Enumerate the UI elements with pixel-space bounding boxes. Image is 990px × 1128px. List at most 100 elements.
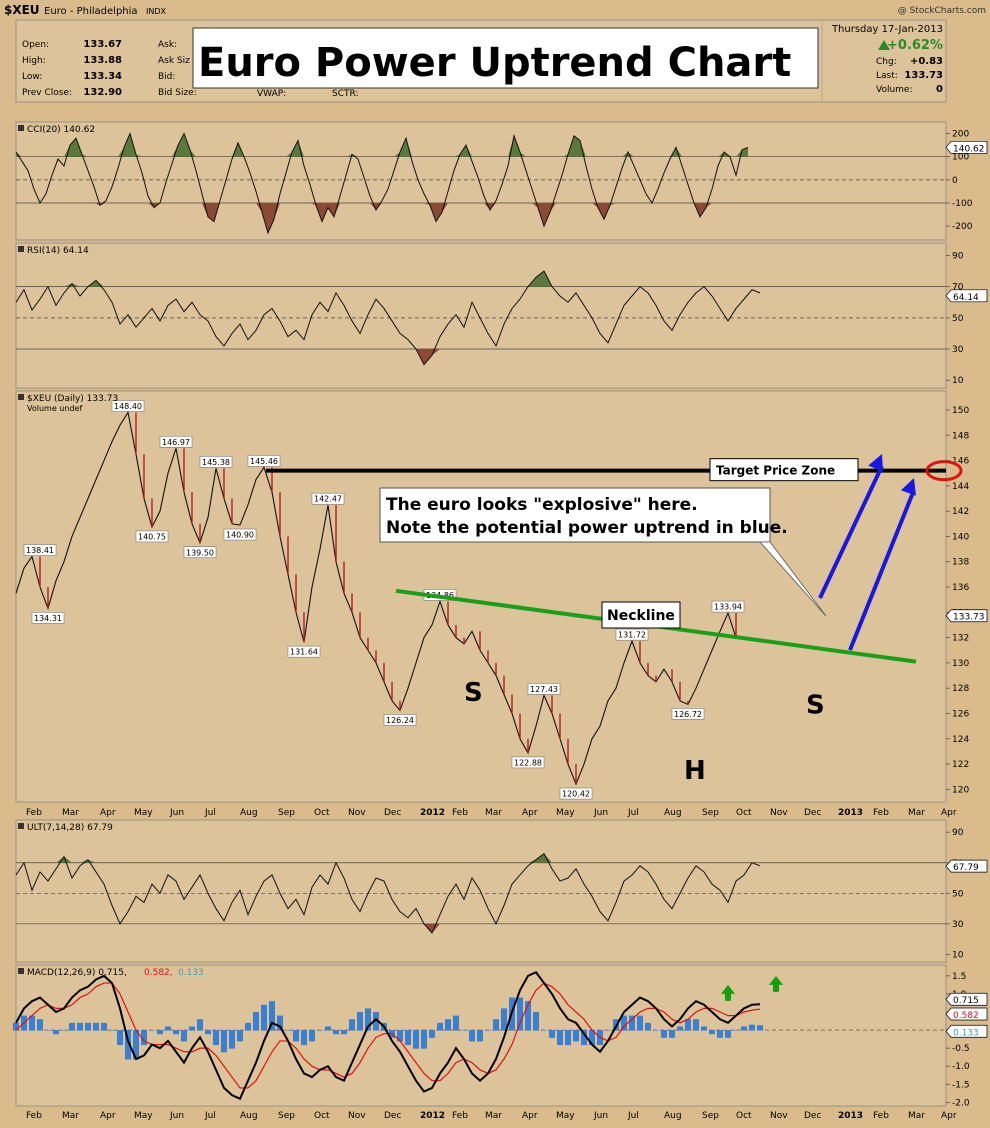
cci-legend-label: CCI(20) 140.62 xyxy=(27,125,95,135)
cci-tick-label-3: -100 xyxy=(952,199,973,209)
macd-hist-bar xyxy=(141,1030,147,1046)
peak-label-13: 127.43 xyxy=(530,685,558,694)
x-axis-top: Feb Mar Apr May Jun Jul Aug Sep Oct Nov Dec 2012 Feb… xyxy=(26,808,957,818)
macd-hist-bar xyxy=(733,1030,739,1031)
annotation-line-2: Note the potential power uptrend in blue… xyxy=(386,518,788,538)
x-axis-top-label-10: Dec xyxy=(384,808,401,818)
macd-hist-bar xyxy=(37,1019,43,1031)
target-circle xyxy=(925,460,963,482)
macd-hist-bar xyxy=(237,1030,243,1042)
stat-right-label-2: Volume: xyxy=(876,85,913,95)
x-axis-bottom-label-6: Aug xyxy=(240,1111,258,1121)
x-axis-top-label-6: Aug xyxy=(240,808,258,818)
macd-hist-bar xyxy=(677,1026,683,1031)
macd-hist-bar xyxy=(453,1015,459,1031)
price-frame xyxy=(15,390,947,803)
x-axis-top-label-7: Sep xyxy=(278,808,295,818)
uptrend-arrowhead-0 xyxy=(868,454,884,472)
x-axis-top-label-14: Apr xyxy=(522,808,538,818)
cci-tick-label-0: 200 xyxy=(952,130,969,140)
x-axis-bottom-label-25: Mar xyxy=(908,1111,925,1121)
peak-label-box-9 xyxy=(311,492,345,505)
pattern-label-0: S xyxy=(464,678,483,708)
macd-hist-bar xyxy=(61,1030,67,1031)
peak-label-box-7 xyxy=(223,528,257,541)
uptrend-arrows xyxy=(818,454,916,651)
macd-hist-bar xyxy=(469,1030,475,1042)
peak-label-12: 126.24 xyxy=(386,716,414,725)
stat-right-label-1: Last: xyxy=(876,71,898,81)
peak-label-box-15 xyxy=(559,787,593,800)
stat-value-1: 133.88 xyxy=(83,55,122,66)
uptrend-arrowhead-1 xyxy=(900,478,916,496)
x-axis-bottom-label-20: Oct xyxy=(736,1111,752,1121)
macd-hist-bar xyxy=(637,1015,643,1031)
cci-legend-icon xyxy=(18,125,24,131)
macd-legend-icon xyxy=(18,968,24,974)
rsi-tick-label-1: 70 xyxy=(952,283,964,293)
macd-hist-bar xyxy=(525,1001,531,1031)
stat-label-2: Low: xyxy=(22,72,42,82)
rsi-tick-label-2: 50 xyxy=(952,314,964,324)
macd-hist-bar xyxy=(253,1012,259,1031)
macd-hist-bar xyxy=(461,1030,467,1031)
macd-hist-bar xyxy=(85,1022,91,1031)
rsi-last-value: 64.14 xyxy=(953,293,979,303)
macd-hist-bar xyxy=(261,1004,267,1031)
x-axis-top-label-16: Jun xyxy=(593,808,608,818)
stat-right-value-1: 133.73 xyxy=(904,70,943,81)
price-legend-label: $XEU (Daily) 133.73 xyxy=(27,394,118,404)
uptrend-arrow-1 xyxy=(848,489,916,651)
price-tick-label-9: 132 xyxy=(952,634,969,644)
price-tick-label-10: 130 xyxy=(952,659,969,669)
pattern-label-1: H xyxy=(684,756,706,786)
peak-label-2: 148.40 xyxy=(114,402,142,411)
macd-hist-bar xyxy=(685,1019,691,1031)
macd-hist-bar xyxy=(621,1015,627,1031)
stat-label-3: Prev Close: xyxy=(22,88,72,98)
macd-hist-bar xyxy=(517,997,523,1031)
x-axis-top-label-22: Dec xyxy=(804,808,821,818)
x-axis-bottom-label-13: Mar xyxy=(485,1111,502,1121)
macd-right-values: 0.715 0.582 0.133 xyxy=(945,992,988,1038)
macd-hist-bar xyxy=(101,1022,107,1031)
x-axis-top-label-4: Jun xyxy=(169,808,184,818)
macd-hist-bar xyxy=(413,1030,419,1049)
x-axis-bottom-label-14: Apr xyxy=(522,1111,538,1121)
x-axis-top-label-11: 2012 xyxy=(420,808,445,818)
price-panel: 1501481461441421401381361341321301281261… xyxy=(15,390,988,803)
peak-label-0: 138.41 xyxy=(26,546,54,555)
x-axis-bottom: Feb Mar Apr May Jun Jul Aug Sep Oct Nov Dec 2012 Feb… xyxy=(26,1111,957,1121)
macd-hist-bar xyxy=(605,1030,611,1031)
macd-hist-bar xyxy=(477,1030,483,1042)
macd-hist-bar xyxy=(493,1019,499,1031)
x-axis-bottom-label-4: Jun xyxy=(169,1111,184,1121)
macd-hist-bar xyxy=(13,1022,19,1031)
macd-hist-bar xyxy=(629,1015,635,1031)
x-axis-top-label-2: Apr xyxy=(100,808,116,818)
cci-last-value: 140.62 xyxy=(953,144,985,154)
macd-tick-label-4: -0.5 xyxy=(952,1044,970,1054)
macd-hist-bar xyxy=(341,1030,347,1035)
macd-hist-bar xyxy=(725,1030,731,1038)
rsi-panel: 90 70 50 30 10 64.14 RSI(14) 64.14 xyxy=(15,242,988,389)
neckline-label: Neckline xyxy=(607,608,675,624)
peak-label-15: 120.42 xyxy=(562,790,590,799)
macd-panel: 1.51.00.50.0-0.5-1.0-1.5-2.00.7150.5820.… xyxy=(13,964,988,1108)
x-axis-bottom-label-9: Nov xyxy=(348,1111,366,1121)
macd-value-2-last-value: 0.133 xyxy=(953,1028,979,1038)
macd-hist-bar xyxy=(165,1026,171,1031)
green-up-arrow-icon-1 xyxy=(769,975,783,992)
macd-tick-label-0: 1.5 xyxy=(952,972,966,982)
macd-hist-bar xyxy=(565,1030,571,1046)
x-axis-top-label-23: 2013 xyxy=(838,808,863,818)
x-axis-bottom-label-0: Feb xyxy=(26,1111,42,1121)
price-last-value: 133.73 xyxy=(953,613,985,623)
x-axis-bottom-label-23: 2013 xyxy=(838,1111,863,1121)
x-axis-bottom-label-7: Sep xyxy=(278,1111,295,1121)
x-axis-top-label-12: Feb xyxy=(452,808,468,818)
x-axis-top-label-20: Oct xyxy=(736,808,752,818)
ult-tick-label-3: 30 xyxy=(952,920,964,930)
price-tick-label-14: 122 xyxy=(952,760,969,770)
